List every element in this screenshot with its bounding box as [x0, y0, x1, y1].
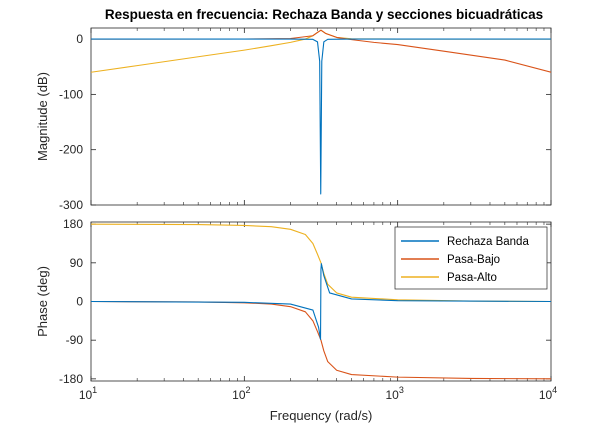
series-group	[91, 223, 551, 380]
y-tick-label: 0	[76, 295, 83, 309]
axes-magnitude: -300 -200 -100 0 Magnitude (dB)	[35, 27, 552, 212]
series-line-rechaza-banda	[91, 263, 551, 340]
legend: Rechaza Banda Pasa-Bajo Pasa-Alto	[394, 226, 548, 290]
x-tick-exponent: 1	[92, 385, 97, 395]
y-tick-label: -200	[59, 143, 83, 157]
x-tick-exponent: 4	[552, 385, 557, 395]
x-tick-base: 10	[79, 388, 93, 402]
y-tick-label: 90	[70, 256, 84, 270]
y-axis-label: Magnitude (dB)	[35, 72, 50, 161]
legend-entry-label: Rechaza Banda	[447, 236, 529, 248]
series-line-pasa-alto	[91, 223, 551, 303]
x-tick-base: 10	[232, 388, 246, 402]
x-tick-base: 10	[385, 388, 399, 402]
x-tick-label: 103	[385, 385, 403, 402]
y-tick-label: 0	[76, 32, 83, 46]
x-tick-exponent: 3	[399, 385, 404, 395]
x-tick-label: 104	[539, 385, 557, 402]
y-tick-label: -90	[66, 333, 84, 347]
series-line-rechaza-banda	[91, 38, 551, 195]
series-line-pasa-bajo	[91, 300, 551, 380]
chart-title: Respuesta en frecuencia: Rechaza Banda y…	[105, 7, 543, 22]
legend-entry-label: Pasa-Alto	[447, 272, 497, 284]
legend-box	[394, 226, 548, 290]
series-group	[91, 29, 551, 195]
y-tick-label: 180	[63, 217, 83, 231]
y-tick-label: -300	[59, 198, 83, 212]
x-axis-label: Frequency (rad/s)	[270, 408, 373, 423]
y-tick-label: -100	[59, 87, 83, 101]
y-axis-label: Phase (deg)	[35, 266, 50, 337]
x-tick-label: 102	[232, 385, 250, 402]
x-tick-exponent: 2	[246, 385, 251, 395]
x-tick-base: 10	[539, 388, 553, 402]
legend-entry-label: Pasa-Bajo	[447, 254, 500, 266]
x-tick-label: 101	[79, 385, 97, 402]
series-line-pasa-bajo	[91, 29, 551, 73]
y-tick-label: -180	[59, 372, 83, 386]
